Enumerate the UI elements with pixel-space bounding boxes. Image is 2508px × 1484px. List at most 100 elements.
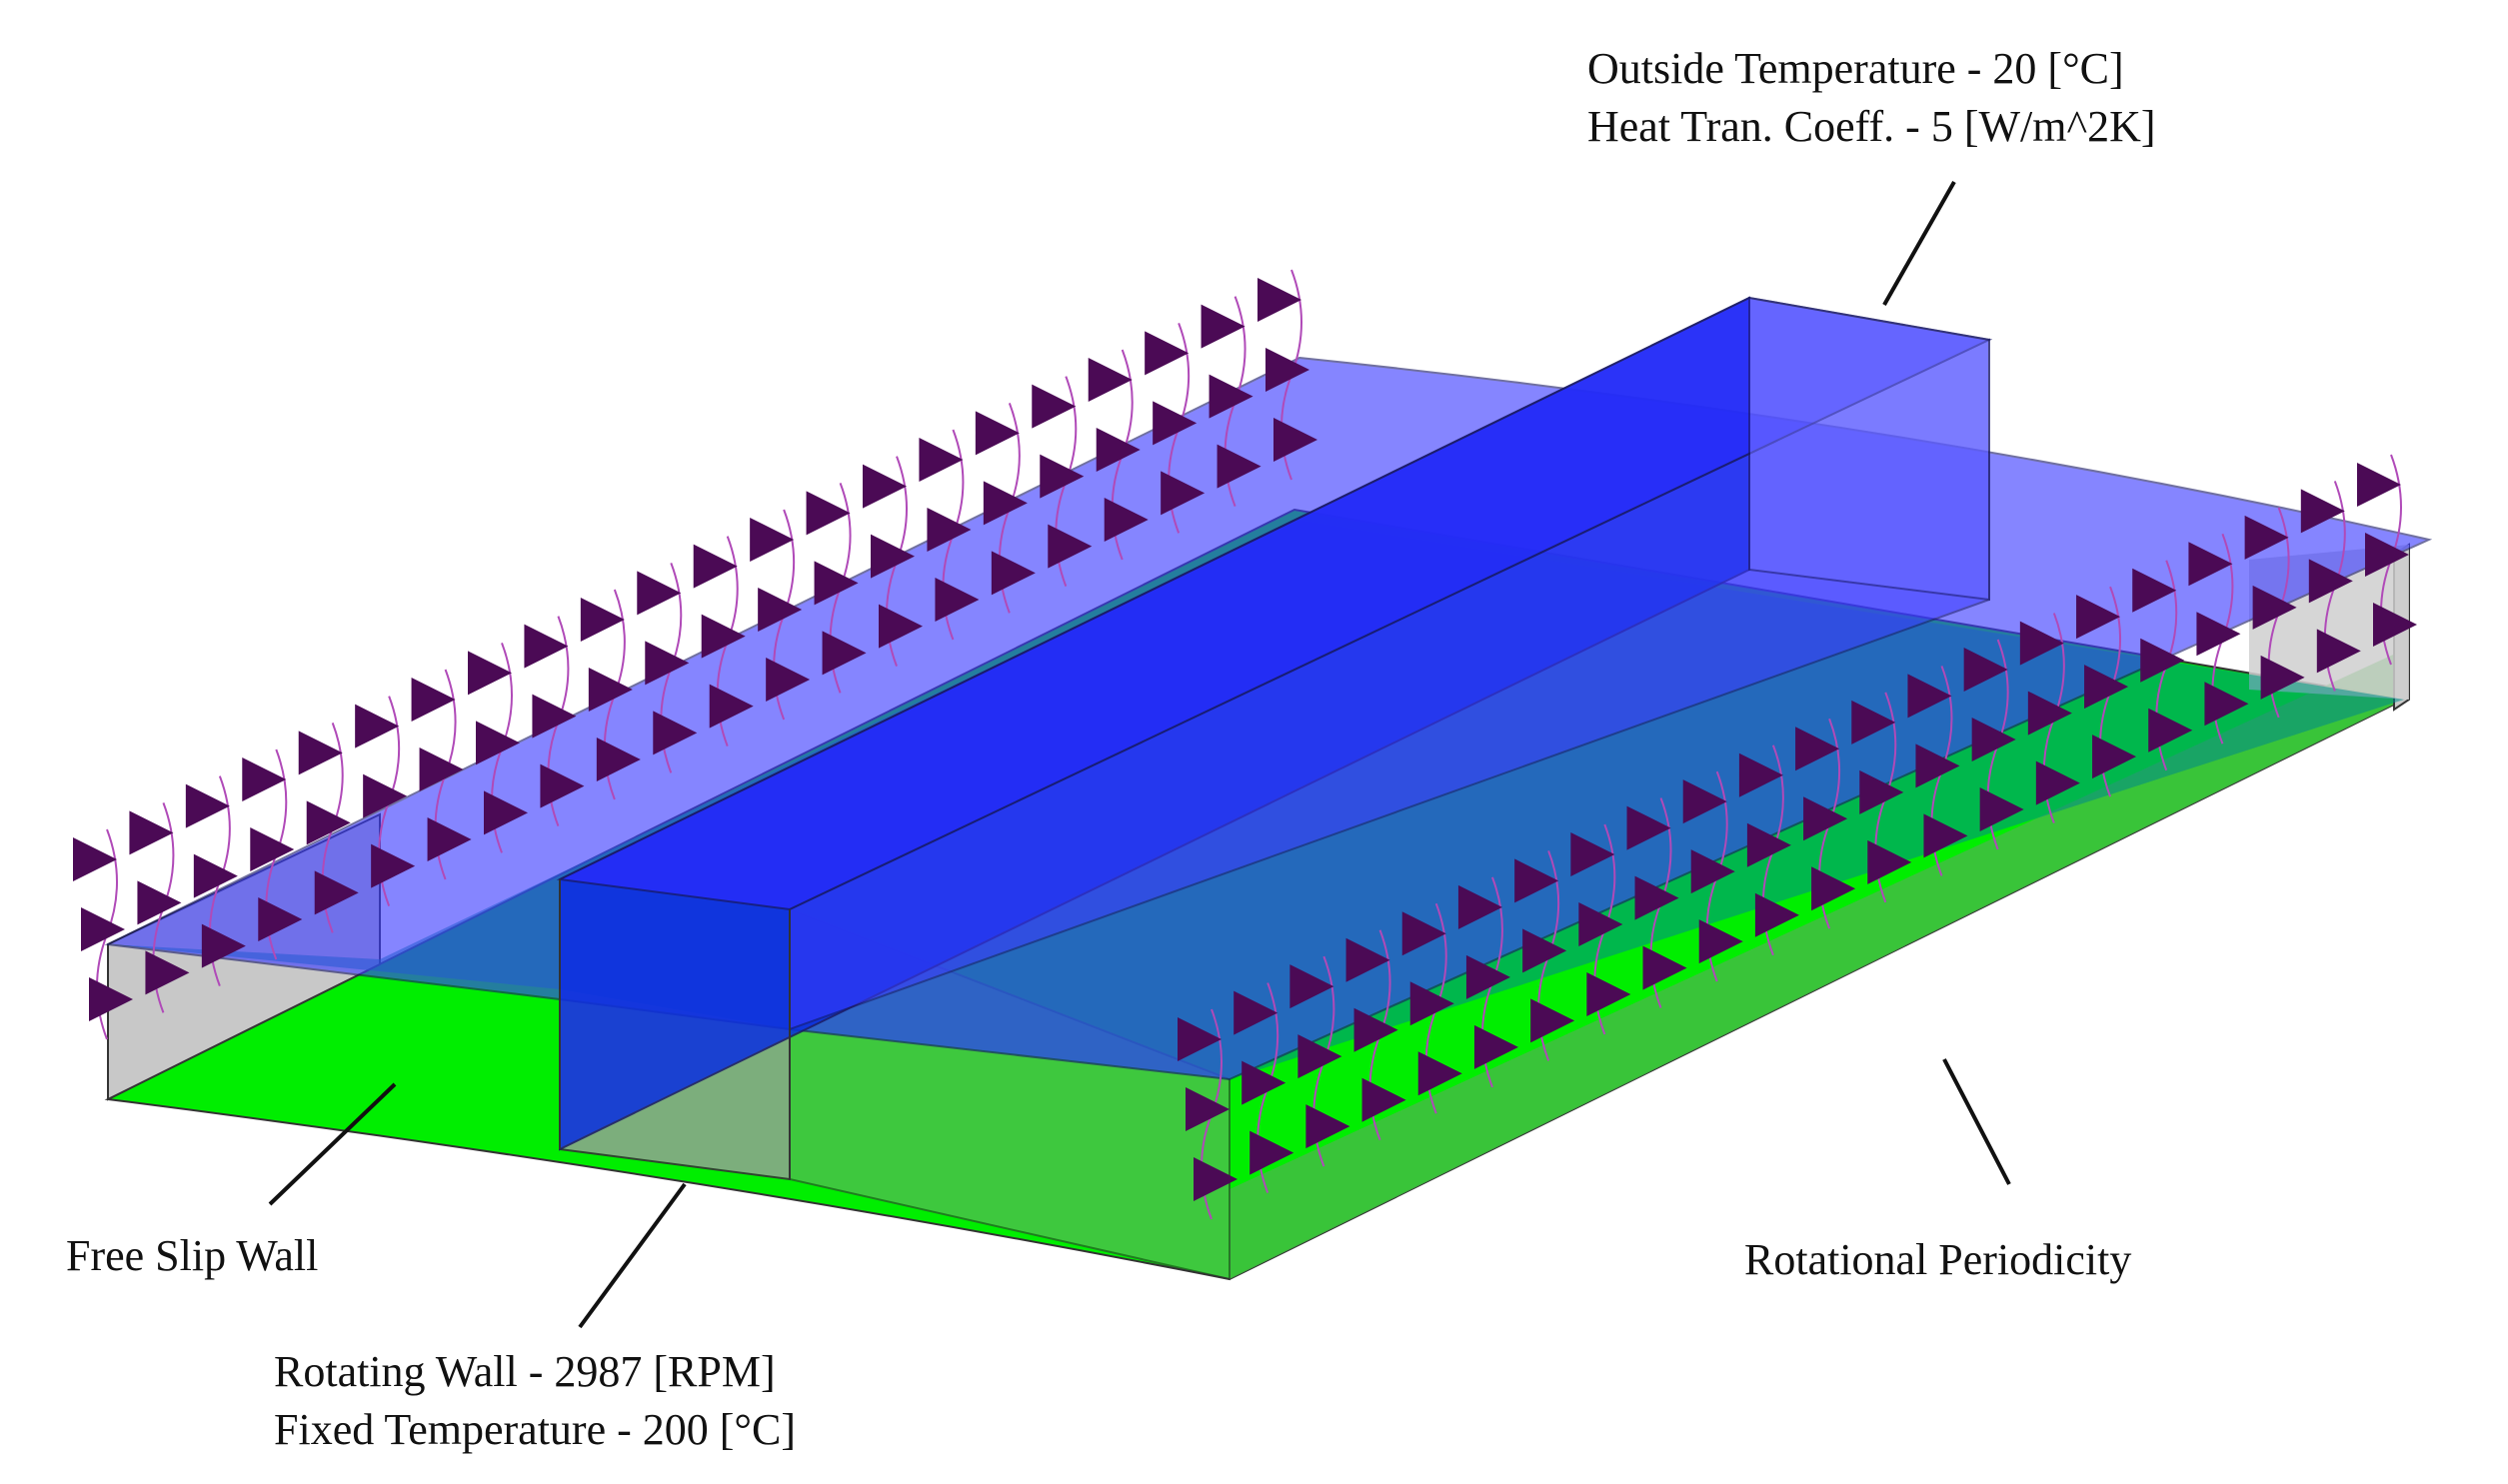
periodic-arrow: [185, 783, 230, 828]
periodic-arrow: [201, 923, 246, 968]
leader-rotating: [578, 1182, 687, 1329]
periodic-arrow: [1273, 418, 1317, 462]
periodic-arrow: [1867, 839, 1912, 884]
periodic-arrow: [1642, 945, 1687, 990]
rotating-wall-label: Rotating Wall - 2987 [RPM] Fixed Tempera…: [274, 1343, 796, 1459]
periodic-arrow: [1209, 374, 1254, 419]
periodic-arrow: [709, 684, 754, 729]
periodic-arrow: [371, 843, 416, 888]
periodic-arrow: [2019, 621, 2064, 666]
periodic-arrow: [1465, 954, 1510, 999]
periodic-arrow: [1626, 805, 1671, 850]
periodic-arrow: [1161, 471, 1206, 516]
rotating-wall-line: Rotating Wall - 2987 [RPM]: [274, 1347, 776, 1396]
periodic-arrow: [1096, 428, 1141, 472]
periodic-arrow: [1178, 1017, 1222, 1061]
rotational-periodicity-text: Rotational Periodicity: [1744, 1235, 2132, 1284]
periodic-arrow: [1586, 972, 1631, 1016]
periodic-arrow: [2244, 515, 2289, 560]
periodic-arrow: [1409, 981, 1454, 1026]
periodic-arrow: [991, 551, 1036, 596]
periodic-arrow: [306, 800, 351, 845]
periodic-arrow: [637, 571, 682, 616]
periodic-arrow: [1971, 718, 2016, 761]
outside-temperature-line: Outside Temperature - 20 [°C]: [1587, 44, 2124, 93]
periodic-arrow: [411, 678, 456, 722]
periodic-arrow: [1265, 348, 1309, 392]
periodic-arrow: [596, 738, 641, 781]
periodic-arrow: [540, 763, 585, 808]
periodic-arrow: [1242, 1060, 1286, 1105]
periodic-arrow: [419, 747, 464, 791]
periodic-arrow: [2188, 542, 2233, 587]
periodic-arrow: [1473, 1024, 1518, 1069]
periodic-arrow: [73, 837, 117, 881]
periodic-arrow: [1915, 743, 1960, 788]
periodic-arrow: [2300, 489, 2345, 534]
periodic-arrow: [1353, 1007, 1398, 1052]
periodic-arrow: [2260, 655, 2305, 700]
periodic-arrow: [822, 631, 867, 676]
periodic-arrow: [1194, 1157, 1238, 1201]
periodic-arrow: [2084, 665, 2129, 710]
periodic-arrow: [2035, 760, 2080, 805]
periodic-arrow: [2027, 691, 2072, 736]
periodic-arrow: [1234, 990, 1278, 1035]
periodic-arrow: [588, 668, 633, 712]
periodic-arrow: [1907, 674, 1952, 719]
periodic-arrow: [2373, 603, 2417, 647]
periodic-arrow: [1257, 278, 1301, 322]
periodic-arrow: [2252, 585, 2297, 630]
periodic-markers-left: [73, 269, 1317, 1040]
periodic-arrow: [129, 810, 174, 855]
periodic-arrow: [1851, 700, 1896, 744]
periodic-arrow: [2308, 559, 2353, 604]
periodic-arrow: [1305, 1104, 1350, 1149]
periodic-arrow: [693, 544, 738, 589]
periodic-arrow: [137, 880, 182, 925]
periodic-arrow: [476, 721, 520, 765]
periodic-arrow: [1923, 813, 1968, 858]
free-slip-wall-label: Free Slip Wall: [66, 1227, 318, 1285]
periodic-arrow: [1417, 1051, 1462, 1096]
periodic-arrow: [975, 411, 1020, 456]
periodic-arrow: [766, 658, 811, 702]
periodic-arrow: [1048, 524, 1093, 569]
leader-free-slip: [268, 1082, 397, 1206]
periodic-arrow: [532, 694, 577, 739]
periodic-arrow: [1795, 727, 1840, 771]
periodic-arrow: [145, 950, 190, 995]
periodic-arrow: [1746, 822, 1791, 867]
periodic-arrow: [524, 624, 569, 669]
periodic-arrow: [1578, 902, 1623, 946]
periodic-arrow: [983, 481, 1028, 526]
periodic-arrow: [1250, 1130, 1294, 1175]
periodic-arrow: [250, 827, 295, 871]
periodic-arrow: [919, 438, 964, 482]
periodic-arrow: [806, 491, 851, 536]
periodic-arrow: [871, 534, 915, 579]
periodic-arrow: [1297, 1034, 1342, 1079]
periodic-arrow: [193, 853, 238, 898]
periodic-arrow: [1738, 752, 1783, 797]
periodic-arrow: [2076, 595, 2121, 640]
periodic-arrow: [314, 870, 359, 915]
periodic-arrow: [468, 651, 512, 696]
periodic-arrow: [1361, 1077, 1406, 1122]
periodic-arrow: [1289, 964, 1334, 1009]
periodic-arrow: [879, 604, 923, 649]
heat-transfer-coefficient-line: Heat Tran. Coeff. - 5 [W/m^2K]: [1587, 102, 2156, 151]
periodic-arrow: [242, 757, 287, 801]
periodic-arrow: [701, 614, 746, 659]
periodic-arrow: [1979, 787, 2024, 831]
free-slip-wall-text: Free Slip Wall: [66, 1231, 319, 1280]
periodic-arrow: [298, 731, 343, 775]
periodic-arrow: [1153, 401, 1198, 446]
periodic-arrow: [1040, 454, 1085, 499]
periodic-arrow: [427, 817, 472, 861]
periodic-arrow: [1514, 858, 1559, 903]
leader-outside: [1882, 181, 1956, 306]
periodic-arrow: [1530, 998, 1575, 1043]
periodic-arrow: [1201, 304, 1246, 349]
